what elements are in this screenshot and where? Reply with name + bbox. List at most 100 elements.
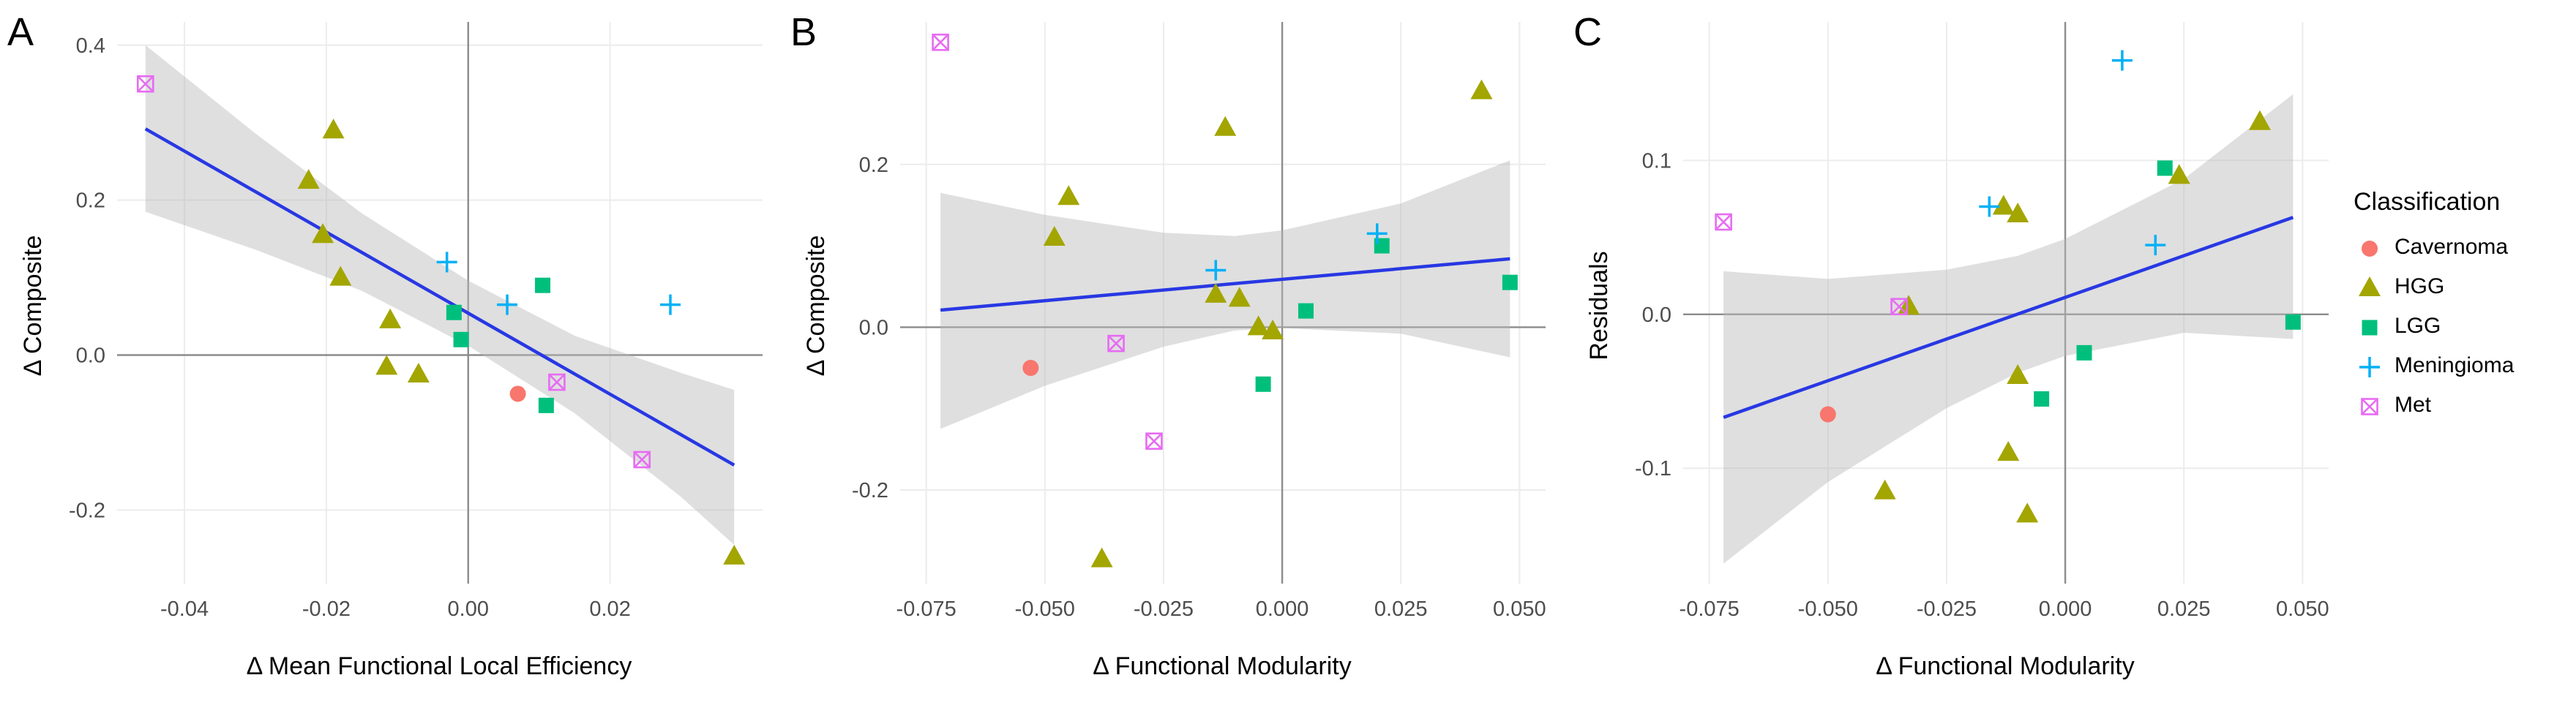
panel-C-y-axis-title: Residuals [1585, 251, 1613, 360]
y-tick-label: 0.0 [859, 316, 888, 339]
panel-B-plot: -0.075 -0.050 -0.025 0.000 0.025 0.050 -0.2 0.0… [790, 10, 1546, 680]
square-icon [2362, 320, 2378, 335]
data-point-triangle [1043, 225, 1066, 246]
y-tick-label: -0.1 [1635, 457, 1671, 480]
data-point-square [2034, 391, 2050, 407]
data-point-square-cross [633, 450, 651, 469]
x-tick-label: 0.00 [448, 597, 489, 621]
data-point-square-cross [1715, 213, 1732, 231]
x-tick-label: -0.075 [896, 597, 956, 621]
legend-item-label: Met [2395, 392, 2432, 417]
triangle-icon [2359, 276, 2381, 296]
data-point-triangle [1873, 479, 1896, 499]
confidence-band [940, 160, 1510, 429]
legend-items: Cavernoma HGG LGG Meningioma Met [2354, 230, 2514, 423]
data-point-triangle [1997, 441, 2020, 461]
data-point-plus [497, 294, 518, 315]
data-point-square-cross [1107, 334, 1125, 352]
x-tick-label: 0.050 [1493, 597, 1546, 621]
legend-item-label: Cavernoma [2395, 234, 2509, 259]
x-tick-label: 0.000 [1256, 597, 1309, 621]
zero-lines [900, 22, 1546, 584]
data-point-square-cross [136, 75, 154, 93]
plot-area: -0.04 -0.02 0.00 0.02 -0.2 0.0 0.2 0.4 [69, 22, 763, 621]
y-tick-label: -0.2 [69, 499, 105, 522]
data-point-plus [1979, 196, 2000, 217]
classification-legend: Classification Cavernoma HGG LGG Meningioma… [2349, 0, 2576, 705]
x-tick-label: 0.050 [2276, 597, 2329, 621]
legend-item-label: LGG [2395, 313, 2441, 338]
data-point-triangle [297, 169, 320, 189]
data-point-triangle [2016, 502, 2039, 523]
plus-icon [2359, 356, 2380, 377]
legend-item-cavernoma: Cavernoma [2354, 230, 2514, 265]
data-point-square [535, 277, 551, 293]
data-point-triangle [1470, 79, 1493, 99]
points-layer [1715, 50, 2301, 523]
y-tick-label: -0.2 [852, 479, 888, 502]
y-tick-label: 0.0 [76, 344, 105, 368]
data-point-plus [436, 252, 457, 273]
y-tick-label: 0.2 [859, 154, 888, 177]
data-point-plus [1366, 223, 1388, 244]
panel-B: -0.075 -0.050 -0.025 0.000 0.025 0.050 -0.2 0.0… [783, 0, 1566, 705]
legend-item-label: Meningioma [2395, 352, 2515, 377]
data-point-triangle [1205, 282, 1227, 303]
x-tick-label: 0.025 [1374, 597, 1428, 621]
data-point-square [2076, 344, 2092, 361]
legend-item-label: HGG [2395, 274, 2445, 298]
legend-item-meningioma: Meningioma [2354, 348, 2514, 383]
data-point-triangle [1228, 287, 1251, 307]
regression-line [144, 127, 735, 467]
y-tick-label: 0.1 [1642, 149, 1671, 173]
panel-C-x-axis-title: Δ Functional Modularity [1876, 652, 2134, 680]
x-tick-label: -0.02 [302, 597, 351, 621]
data-point-triangle [2168, 164, 2190, 184]
data-point-triangle [322, 118, 345, 139]
x-tick-label: 0.025 [2157, 597, 2211, 621]
data-point-triangle [375, 355, 398, 375]
regression-line [940, 257, 1510, 312]
data-point-plus [2111, 50, 2133, 71]
data-point-circle [2362, 240, 2378, 257]
panel-A-plot: -0.04 -0.02 0.00 0.02 -0.2 0.0 0.2 0.4 A Δ Mean… [7, 10, 763, 680]
x-tick-label: -0.075 [1680, 597, 1740, 621]
data-point-square-cross [2361, 397, 2378, 415]
data-point-plus [660, 294, 681, 315]
x-tick-label: -0.025 [1134, 597, 1194, 621]
data-point-triangle [723, 544, 746, 565]
data-point-triangle [2248, 110, 2271, 130]
data-point-square-cross [548, 373, 566, 391]
x-tick-label: 0.000 [2039, 597, 2092, 621]
data-point-square [2362, 320, 2378, 335]
data-point-square [453, 331, 469, 347]
zero-lines [117, 22, 763, 584]
data-point-triangle [2007, 363, 2029, 384]
legend-item-hgg: HGG [2354, 269, 2514, 304]
confidence-band [145, 45, 735, 546]
x-tick-label: 0.02 [589, 597, 630, 621]
zero-lines [1683, 22, 2329, 584]
panel-C: -0.075 -0.050 -0.025 0.000 0.025 0.050 -0.1 0.0… [1566, 0, 2349, 705]
regression-line [1723, 216, 2294, 419]
data-point-square-cross [932, 34, 949, 51]
y-tick-label: 0.4 [76, 34, 105, 58]
data-point-square [1298, 303, 1314, 319]
data-point-square-cross [1890, 298, 1908, 316]
x-tick-label: -0.050 [1015, 597, 1075, 621]
panel-B-label: B [790, 10, 817, 54]
panel-B-x-axis-title: Δ Functional Modularity [1093, 652, 1351, 680]
points-layer [932, 34, 1518, 568]
panel-A-label: A [7, 10, 34, 54]
data-point-triangle [1090, 547, 1113, 568]
confidence-band [1723, 94, 2294, 564]
x-tick-label: -0.025 [1917, 597, 1977, 621]
data-point-circle [509, 385, 526, 402]
data-point-square [1502, 274, 1518, 290]
legend-item-lgg: LGG [2354, 309, 2514, 344]
data-point-plus [1205, 260, 1227, 281]
data-point-square [446, 304, 462, 320]
data-point-plus [2145, 235, 2166, 256]
plot-area: -0.075 -0.050 -0.025 0.000 0.025 0.050 -0.2 0.0… [852, 22, 1546, 621]
